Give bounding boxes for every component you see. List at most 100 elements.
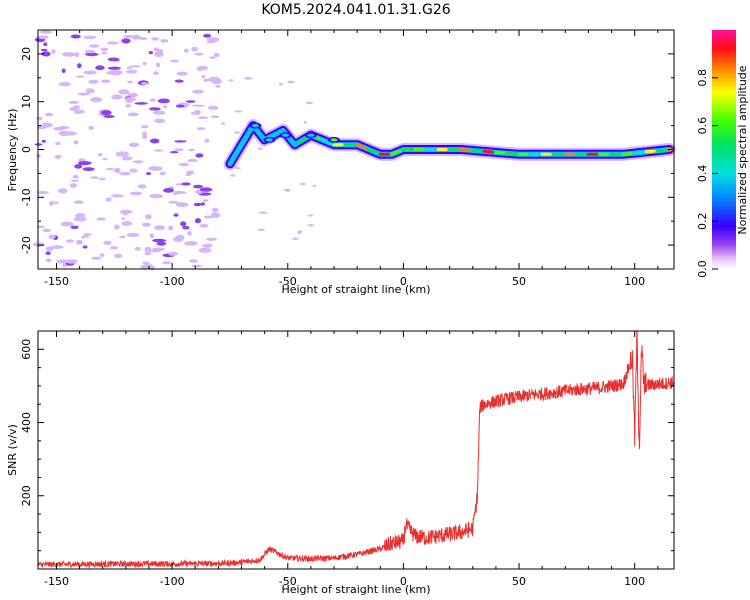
noise-blob — [73, 216, 87, 222]
snr-x-label: Height of straight line (km) — [281, 583, 430, 596]
noise-blob — [209, 56, 216, 59]
spectrogram-x-ticks: -150 -100 -50 0 50 100 — [44, 30, 659, 288]
noise-blob — [75, 213, 86, 219]
noise-blob — [168, 200, 179, 204]
noise-blob — [101, 110, 112, 116]
noise-blob — [149, 138, 160, 144]
noise-blob — [187, 158, 198, 163]
snr-x-ticks: -150 -100 -50 0 50 100 — [44, 331, 659, 588]
noise-blob — [149, 98, 156, 102]
snr-series-line — [37, 330, 675, 569]
noise-blob — [36, 225, 45, 229]
colorbar-tick-label: 0.0 — [696, 260, 709, 278]
noise-blob — [39, 30, 52, 34]
noise-blob — [128, 142, 140, 148]
noise-blob — [148, 51, 153, 55]
colorbar-tick-label: 0.4 — [696, 165, 709, 183]
noise-blob — [202, 243, 213, 248]
noise-blob — [144, 250, 152, 256]
noise-blob — [81, 235, 86, 239]
x-tick-label: -150 — [44, 275, 69, 288]
noise-blob — [234, 131, 240, 134]
noise-blob — [107, 57, 120, 62]
noise-blob — [235, 167, 241, 170]
x-tick-label: 0 — [400, 575, 407, 588]
noise-blob — [312, 184, 317, 187]
noise-blob — [175, 202, 189, 208]
noise-blob — [41, 51, 51, 57]
noise-blob — [162, 261, 172, 265]
noise-blob — [114, 253, 123, 258]
noise-blob — [141, 125, 149, 129]
noise-blob — [82, 167, 95, 172]
noise-blob — [200, 202, 205, 206]
noise-blob — [194, 52, 204, 56]
noise-blob — [76, 239, 83, 245]
noise-blob — [234, 110, 243, 113]
snr-background — [38, 331, 674, 569]
noise-blob — [70, 34, 81, 39]
noise-blob — [170, 59, 179, 63]
noise-blob — [85, 88, 96, 94]
snr-y-label: SNR (v/v) — [6, 424, 19, 476]
x-tick-label: -50 — [279, 275, 297, 288]
noise-blob — [287, 80, 295, 84]
noise-blob — [129, 168, 138, 173]
noise-blob — [36, 35, 49, 40]
noise-blob — [195, 153, 204, 158]
noise-blob — [189, 259, 198, 263]
noise-blob — [121, 221, 133, 226]
noise-blob — [153, 225, 165, 231]
x-tick-label: 50 — [512, 275, 526, 288]
x-tick-label: 50 — [512, 575, 526, 588]
snr-frame — [37, 330, 675, 570]
noise-blob — [203, 34, 212, 38]
noise-blob — [283, 188, 291, 192]
noise-blob — [291, 237, 299, 240]
y-tick-label: -20 — [20, 236, 33, 254]
noise-blob — [152, 110, 166, 115]
noise-blob — [182, 225, 190, 230]
noise-blob — [69, 107, 78, 111]
noise-blob — [199, 187, 213, 192]
noise-blob — [43, 42, 48, 46]
signal-blob-core — [265, 138, 273, 142]
noise-blob — [70, 225, 79, 229]
noise-blob — [84, 49, 96, 54]
noise-blob — [83, 233, 92, 236]
noise-blob — [83, 70, 97, 75]
noise-blob — [148, 107, 161, 111]
noise-blob — [144, 246, 152, 252]
noise-blob — [68, 100, 80, 104]
signal-track-core — [297, 135, 309, 144]
spectrogram-noise — [32, 30, 317, 271]
noise-blob — [257, 147, 263, 150]
noise-blob — [109, 246, 119, 250]
noise-blob — [199, 224, 209, 228]
noise-blob — [174, 79, 184, 83]
noise-blob — [154, 51, 164, 57]
noise-blob — [152, 238, 167, 243]
x-tick-label: -100 — [160, 275, 185, 288]
noise-blob — [51, 245, 64, 249]
x-tick-label: -100 — [160, 575, 185, 588]
noise-blob — [129, 65, 141, 68]
noise-blob — [101, 51, 108, 55]
signal-blob-core — [282, 133, 289, 137]
noise-blob — [49, 201, 54, 206]
noise-blob — [57, 126, 70, 130]
spectrogram-x-label: Height of straight line (km) — [281, 283, 430, 296]
noise-blob — [100, 47, 109, 52]
noise-blob — [99, 253, 105, 258]
signal-track-core — [367, 148, 379, 155]
noise-blob — [174, 236, 179, 241]
noise-blob — [173, 213, 179, 217]
noise-blob — [45, 258, 52, 263]
noise-blob — [65, 239, 75, 243]
noise-blob — [106, 167, 115, 171]
noise-blob — [307, 214, 314, 217]
noise-blob — [203, 215, 213, 219]
noise-blob — [151, 37, 159, 41]
signal-track-core — [633, 150, 645, 155]
